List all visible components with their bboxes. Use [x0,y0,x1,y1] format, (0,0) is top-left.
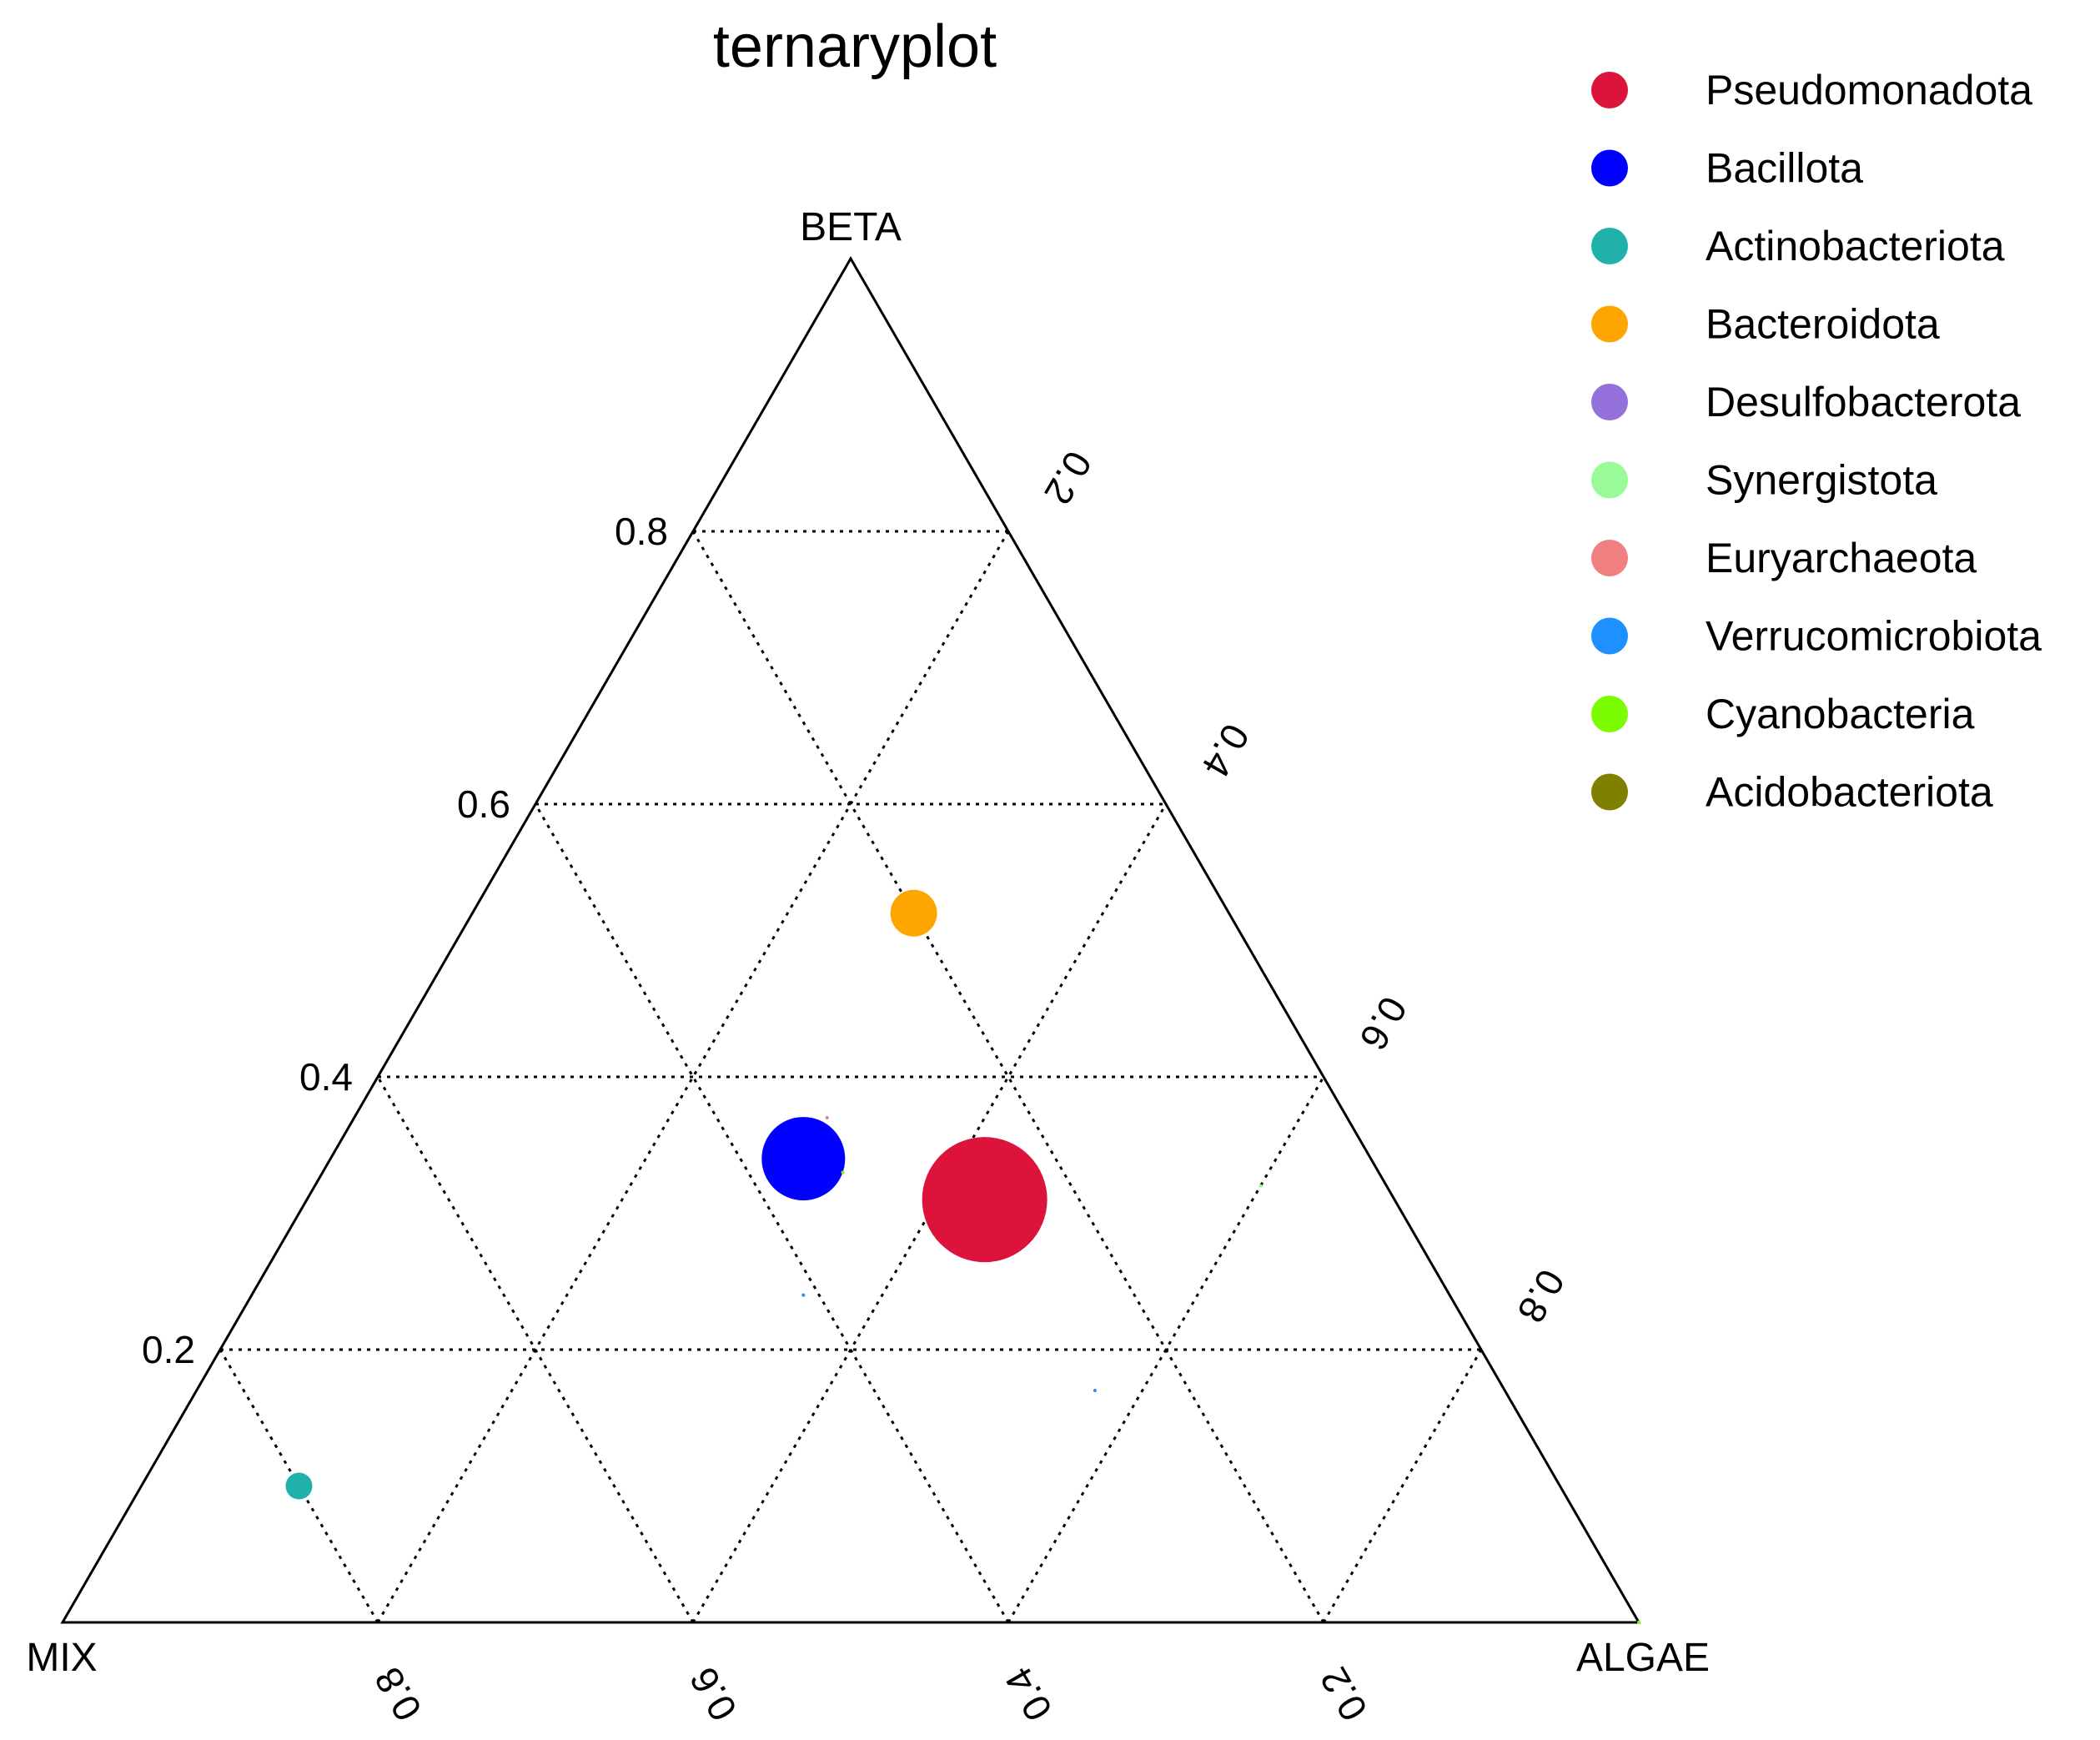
tick-label-mix: 0.8 [366,1660,430,1727]
triangle-frame [60,256,1641,1624]
legend-label: Verrucomicrobiota [1706,613,2042,660]
legend-marker-actinobacteriota [1591,228,1628,264]
point-cyanobacteria [1637,1621,1640,1624]
point-euryarchaeota [825,1116,829,1120]
grid-line-algae [691,803,1168,1623]
legend-marker-bacillota [1591,149,1628,187]
tick-label-algae: 0.8 [1509,1262,1573,1330]
tick-label-beta: 0.4 [299,1055,353,1099]
legend-marker-verrucomicrobiota [1591,617,1628,655]
data-points [285,889,1640,1624]
legend-label: Pseudomonadota [1706,67,2032,113]
point-bacteroidota [890,889,937,937]
legend-marker-synergistota [1591,461,1628,499]
vertex-label-beta: BETA [800,205,902,249]
legend-label: Bacteroidota [1706,301,1940,348]
point-bacillota [761,1117,846,1201]
tick-labels: 0.2 0.2 0.2 0.4 0.4 0.4 0.6 0.6 0.6 0.8 0.8 0.8 [142,444,1573,1727]
tick-label-mix: 0.2 [1312,1660,1376,1727]
tick-label-mix: 0.4 [997,1660,1061,1727]
legend-label: Euryarchaeota [1706,535,1977,581]
vertex-label-algae: ALGAE [1576,1636,1710,1680]
tick-label-beta: 0.6 [457,782,510,826]
legend-marker-euryarchaeota [1591,540,1628,576]
vertex-label-mix: MIX [26,1636,97,1680]
point-verrucomicrobiota [1093,1389,1097,1393]
grid-line-mix [691,531,1325,1623]
grid-line-algae [1322,1349,1483,1623]
legend-label: Bacillota [1706,145,1863,192]
point-pseudomonadota [922,1137,1047,1263]
point-actinobacteriota [285,1472,313,1500]
legend-label: Desulfobacterota [1706,379,2021,425]
legend-marker-desulfobacterota [1591,384,1628,420]
grid-line-mix [534,803,1010,1623]
grid-line-mix [376,1076,695,1623]
legend-label: Actinobacteriota [1706,223,2005,269]
tick-label-mix: 0.6 [681,1660,746,1727]
legend-marker-cyanobacteria [1591,696,1628,732]
triangle-outline [60,256,1641,1624]
tick-label-beta: 0.8 [615,510,668,553]
legend-label: Acidobacteriota [1706,769,1993,816]
legend-marker-bacteroidota [1591,305,1628,343]
point-synergistota [1258,1184,1263,1188]
legend-label: Synergistota [1706,457,1937,504]
grid-line-algae [1007,1076,1325,1623]
point-verrucomicrobiota [801,1293,806,1297]
legend-marker-acidobacteriota [1591,773,1628,811]
legend-marker-pseudomonadota [1591,72,1628,108]
legend-label: Cyanobacteria [1706,691,1975,737]
tick-label-beta: 0.2 [142,1328,195,1371]
tick-label-algae: 0.4 [1193,717,1258,784]
legend: Pseudomonadota Bacillota Actinobacteriota B… [1591,67,2042,816]
tick-label-algae: 0.6 [1351,989,1415,1057]
tick-label-algae: 0.2 [1036,444,1100,511]
point-cyanobacteria [841,1170,845,1174]
grid-lines [219,530,1483,1623]
chart-title: ternaryplot [713,13,997,80]
